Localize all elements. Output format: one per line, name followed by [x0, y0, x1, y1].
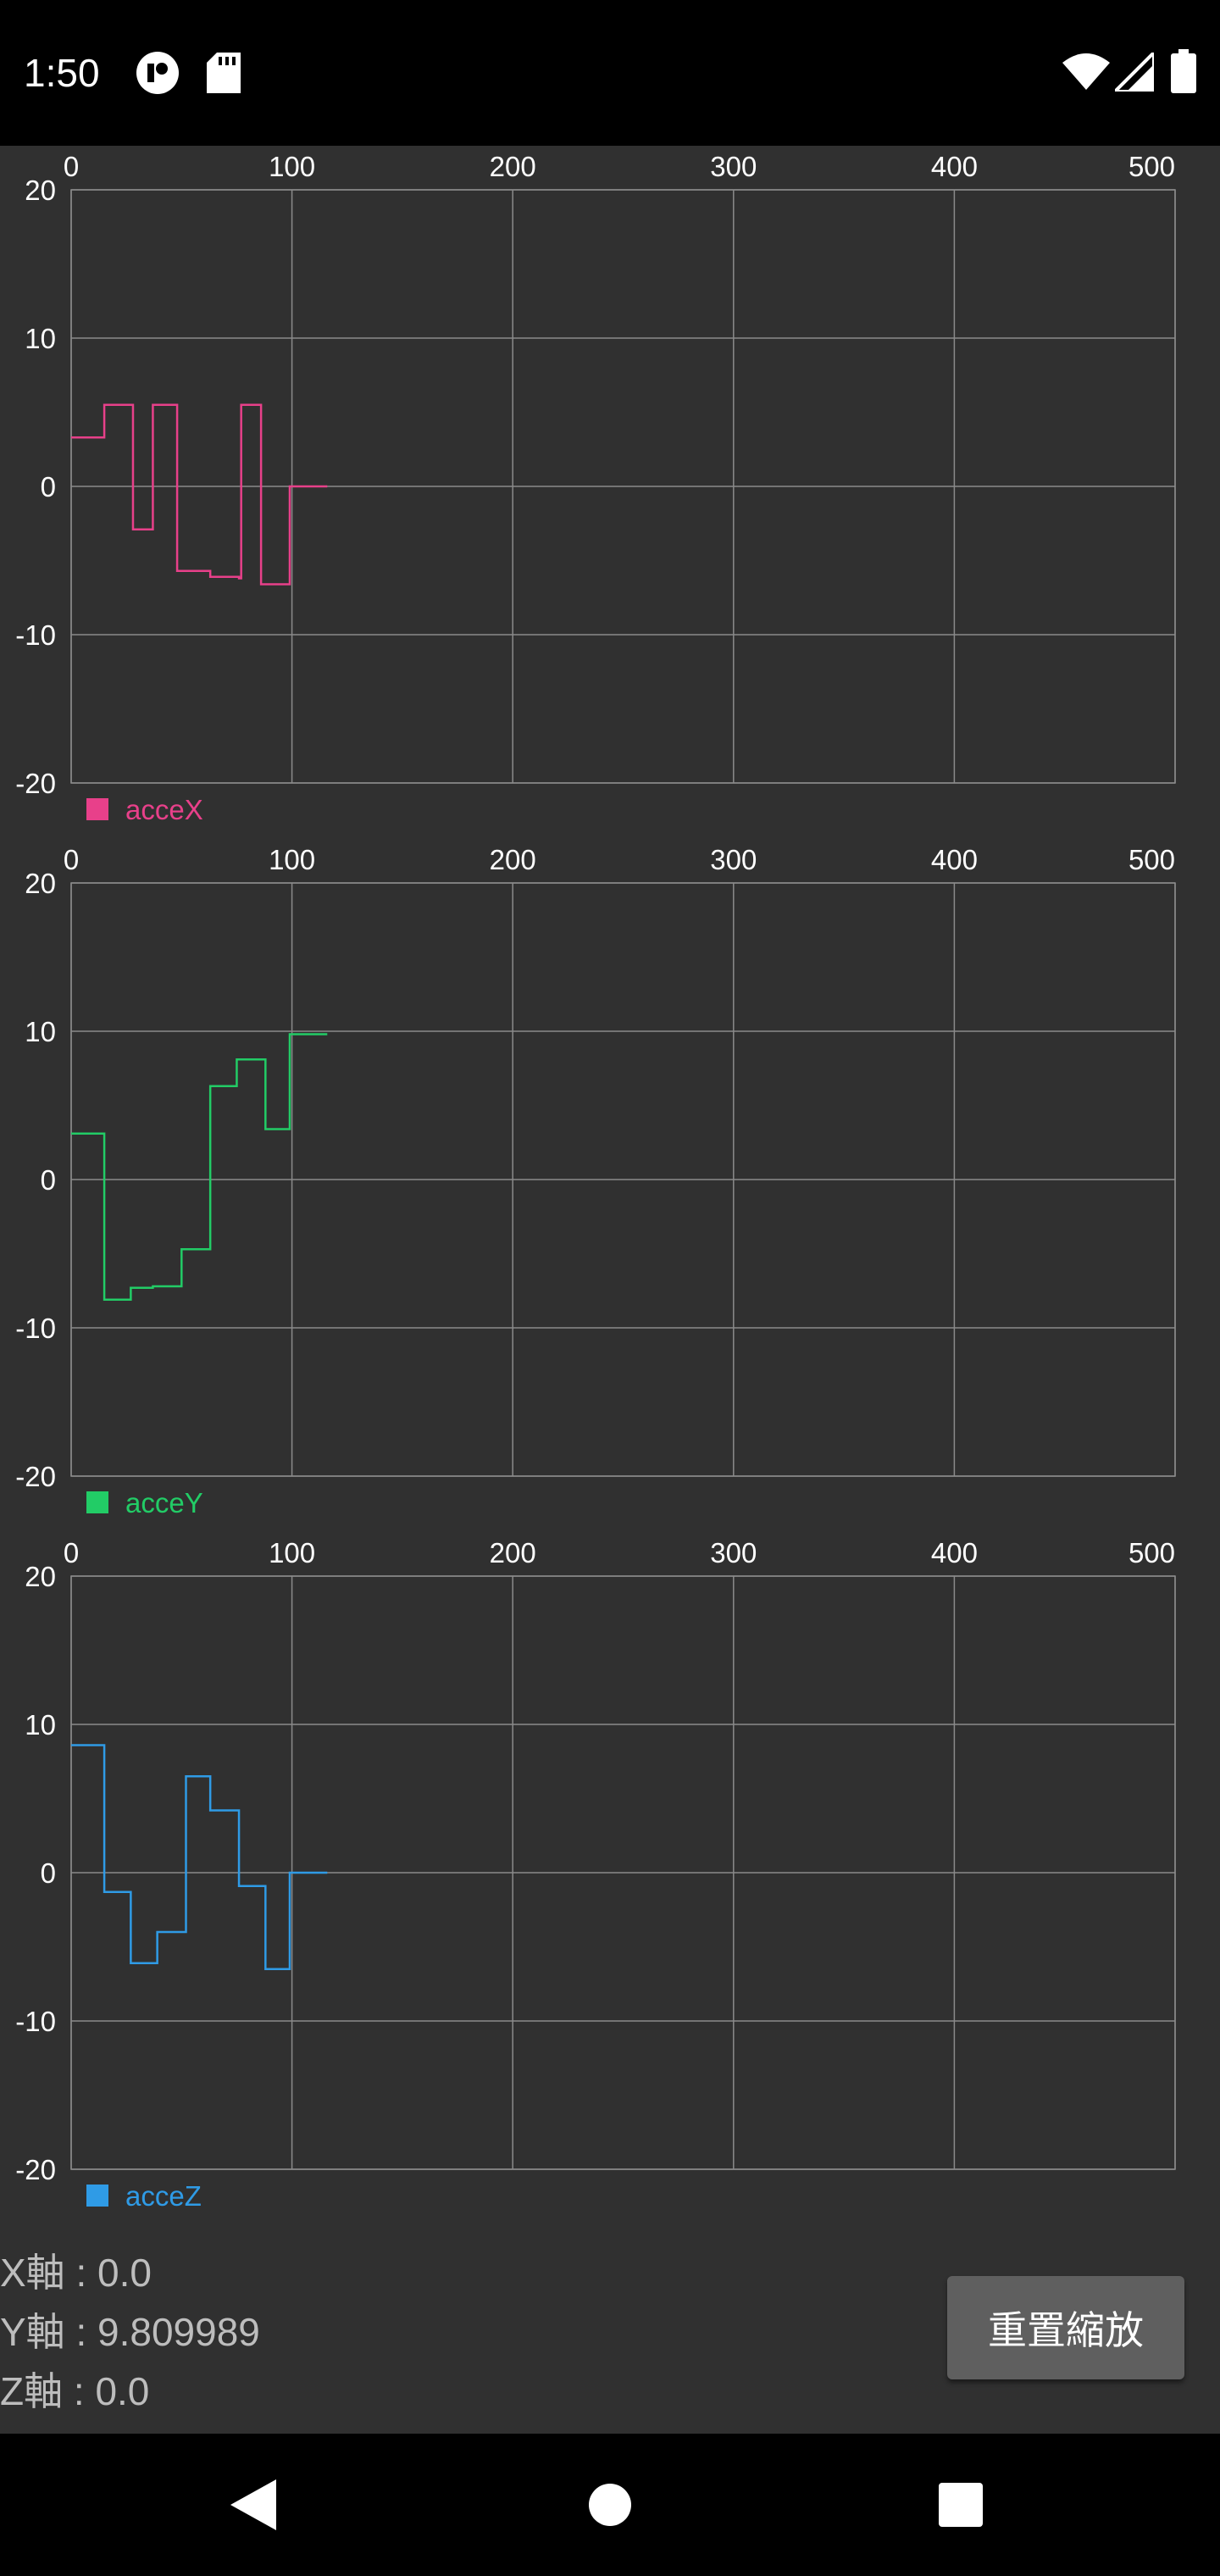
series-line-acceX: [71, 403, 328, 586]
x-tick-label: 200: [490, 1537, 536, 1568]
y-tick-label: 10: [25, 1016, 56, 1047]
legend-label: acceX: [125, 794, 203, 825]
y-tick-label: 0: [41, 471, 56, 502]
app-notification-icon: [136, 52, 179, 94]
x-tick-label: 0: [64, 151, 79, 182]
y-tick-label: -10: [15, 2006, 56, 2037]
y-tick-label: 20: [25, 175, 56, 206]
series-line-acceY: [71, 1033, 328, 1301]
y-tick-label: 0: [41, 1857, 56, 1889]
x-tick-label: 200: [490, 151, 536, 182]
y-tick-label: -20: [15, 2154, 56, 2185]
recents-icon[interactable]: [939, 2483, 983, 2527]
legend-label: acceZ: [125, 2180, 202, 2212]
y-tick-label: -20: [15, 768, 56, 799]
x-tick-label: 100: [269, 1537, 315, 1568]
home-icon[interactable]: [588, 2483, 632, 2527]
y-tick-label: -10: [15, 619, 56, 651]
x-tick-label: 100: [269, 844, 315, 875]
legend-swatch: [86, 798, 108, 820]
x-tick-label: 300: [710, 844, 757, 875]
y-tick-label: -20: [15, 1461, 56, 1492]
sensor-readouts: X軸 : 0.0 Y軸 : 9.809989 Z軸 : 0.0: [0, 2230, 1220, 2434]
status-time: 1:50: [24, 51, 100, 95]
y-tick-label: 10: [25, 323, 56, 354]
x-tick-label: 200: [490, 844, 536, 875]
sd-card-icon: [207, 53, 241, 93]
wifi-icon: [1062, 53, 1110, 90]
legend-swatch: [86, 2185, 108, 2207]
x-tick-label: 100: [269, 151, 315, 182]
x-tick-label: 400: [931, 151, 978, 182]
x-axis-readout: X軸 : 0.0: [0, 2251, 152, 2295]
x-tick-label: 0: [64, 844, 79, 875]
y-tick-label: 20: [25, 1561, 56, 1592]
y-tick-label: 10: [25, 1709, 56, 1740]
z-axis-readout: Z軸 : 0.0: [0, 2369, 150, 2413]
x-tick-label: 0: [64, 1537, 79, 1568]
x-tick-label: 500: [1128, 151, 1175, 182]
legend-swatch: [86, 1491, 108, 1513]
navigation-bar: [0, 2434, 1220, 2576]
legend-label: acceY: [125, 1487, 203, 1518]
y-tick-label: 20: [25, 868, 56, 899]
x-tick-label: 400: [931, 844, 978, 875]
battery-icon: [1171, 49, 1196, 93]
y-tick-label: -10: [15, 1313, 56, 1344]
x-tick-label: 300: [710, 1537, 757, 1568]
reset-zoom-button[interactable]: 重置縮放: [947, 2276, 1184, 2379]
chart-area: 0 100 200 300 400 500 20 10 0 -10 -20 acceX 0 100 200…: [0, 146, 1220, 2230]
y-tick-label: 0: [41, 1164, 56, 1196]
series-line-acceZ: [71, 1744, 328, 1970]
back-icon[interactable]: [230, 2479, 278, 2530]
x-tick-label: 400: [931, 1537, 978, 1568]
x-tick-label: 300: [710, 151, 757, 182]
x-tick-label: 500: [1128, 844, 1175, 875]
cellular-signal-icon: [1115, 53, 1154, 92]
status-bar: 1:50: [0, 0, 1220, 146]
y-axis-readout: Y軸 : 9.809989: [0, 2310, 260, 2354]
x-tick-label: 500: [1128, 1537, 1175, 1568]
